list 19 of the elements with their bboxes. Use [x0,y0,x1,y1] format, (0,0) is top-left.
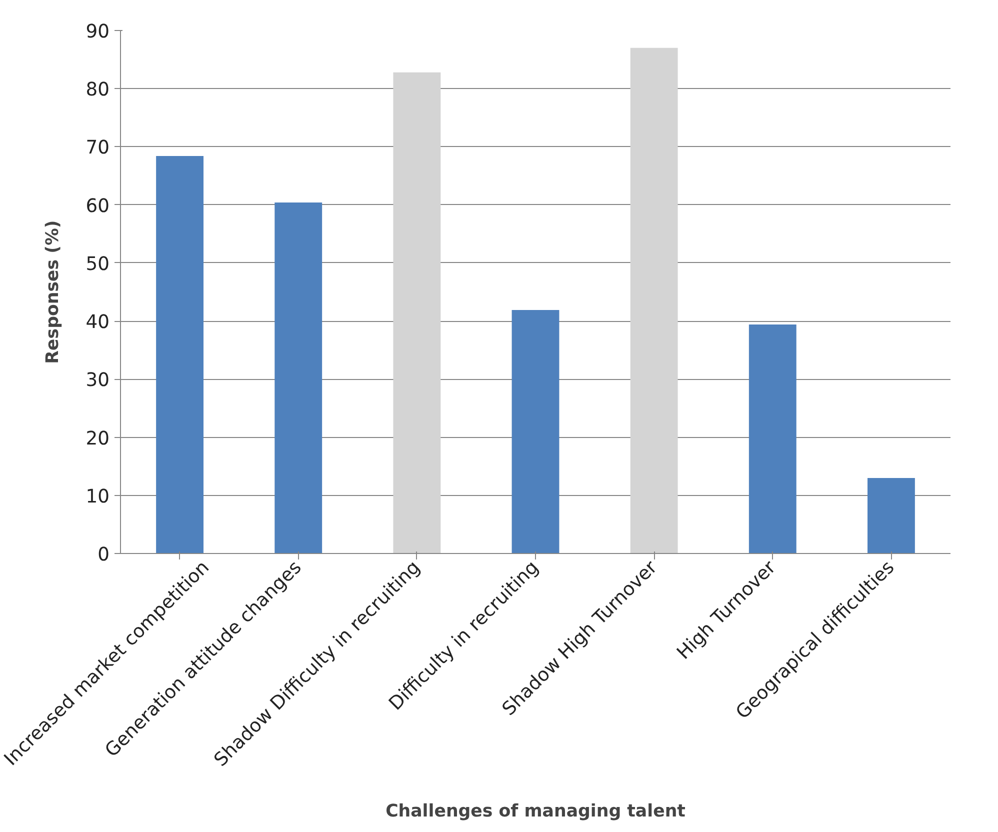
y-tick-label: 40 [86,312,110,334]
bar [393,72,441,554]
x-axis-title: Challenges of managing talent [386,801,686,822]
y-tick-label: 30 [86,370,110,392]
bar [512,310,560,554]
bar [868,478,915,554]
bar [156,156,204,554]
y-tick-label: 20 [86,428,110,450]
y-axis-title: Responses (%) [42,220,63,364]
y-tick-label: 90 [86,22,110,42]
y-tick-label: 10 [86,486,110,508]
y-tick-label: 0 [98,544,110,566]
bar [748,324,796,554]
y-tick-label: 50 [86,254,110,275]
y-tick-label: 70 [86,138,110,159]
y-tick-label: 60 [86,196,110,217]
y-tick-label: 80 [86,80,110,101]
bar [630,48,678,554]
bar [274,202,322,554]
